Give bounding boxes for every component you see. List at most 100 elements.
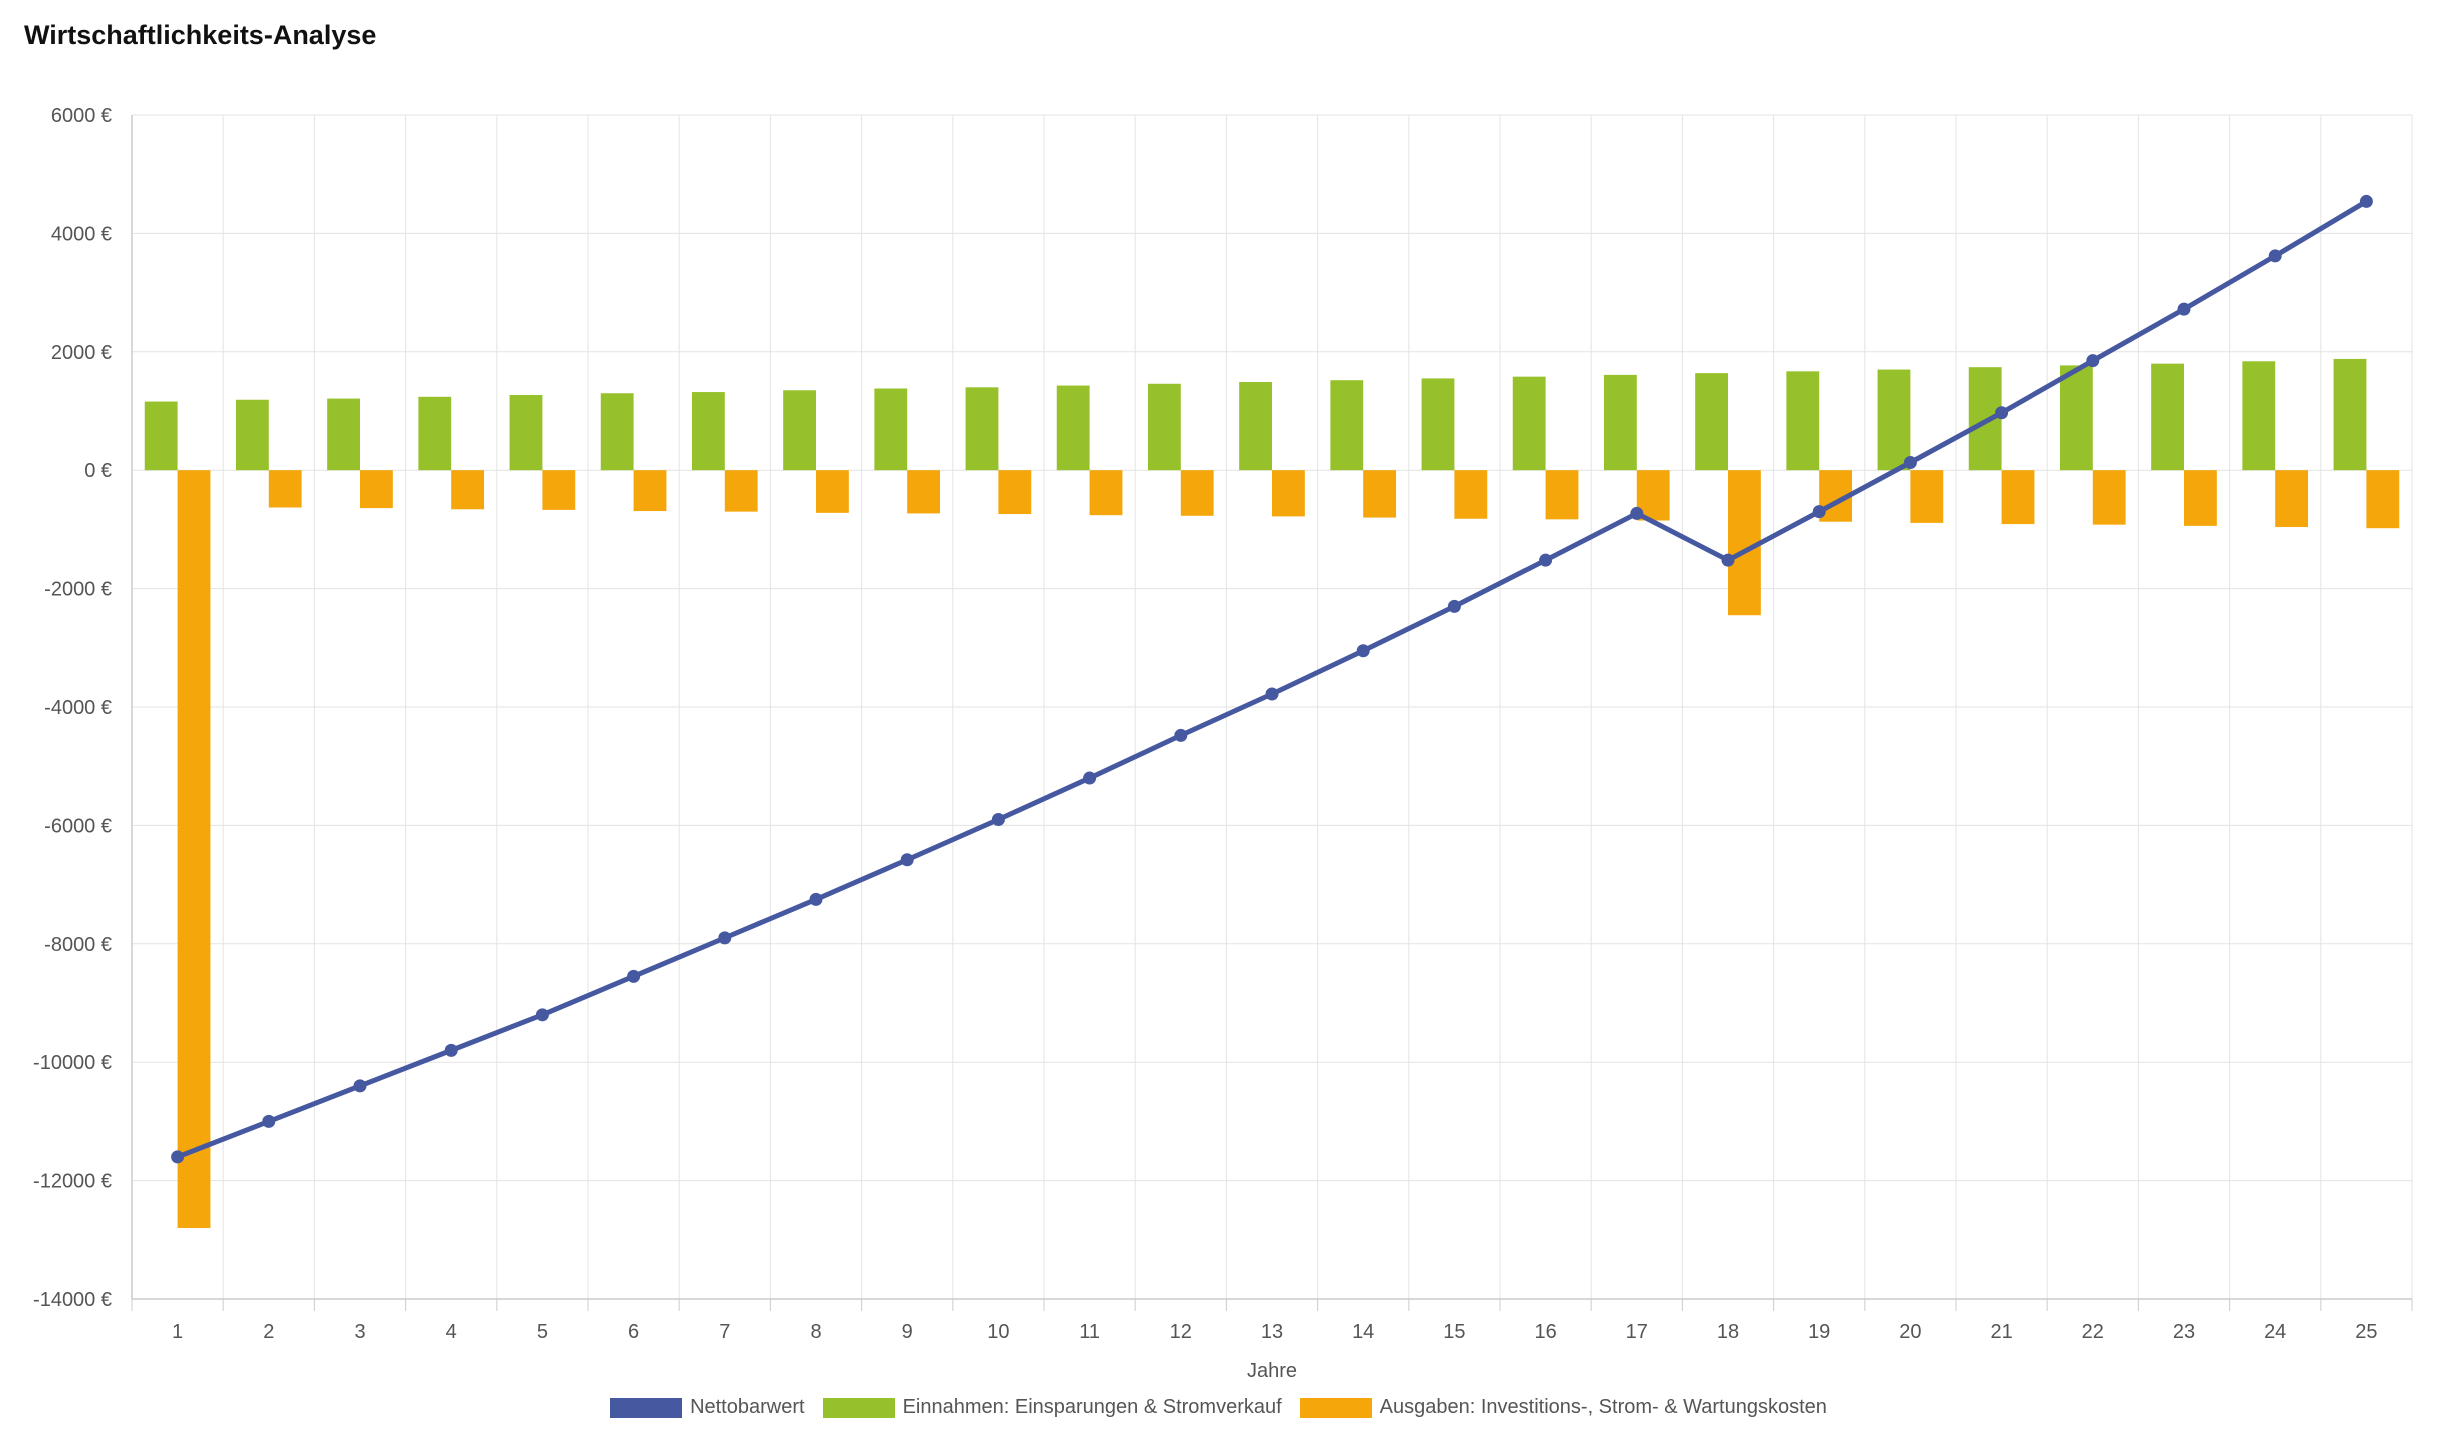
x-tick-label: 18: [1717, 1321, 1739, 1343]
expense-bar: [1089, 470, 1123, 516]
npv-point: [1265, 687, 1279, 701]
npv-point: [171, 1150, 185, 1164]
x-tick-label: 7: [719, 1321, 730, 1343]
expense-bar: [1363, 470, 1397, 518]
x-tick-label: 25: [2355, 1321, 2377, 1343]
expense-bar: [2366, 470, 2400, 529]
income-bar: [600, 393, 634, 471]
npv-point: [1447, 599, 1461, 613]
x-tick-label: 8: [810, 1321, 821, 1343]
income-bar: [874, 388, 908, 471]
expense-bar: [816, 470, 849, 513]
x-tick-label: 21: [1990, 1321, 2012, 1343]
income-bar: [1330, 380, 1364, 471]
y-tick-label: 6000 €: [51, 105, 112, 127]
npv-point: [809, 892, 823, 906]
x-tick-label: 16: [1534, 1321, 1556, 1343]
income-bar: [2333, 358, 2367, 471]
y-tick-label: -8000 €: [44, 934, 112, 956]
npv-point: [900, 853, 914, 867]
x-tick-label: 4: [446, 1321, 457, 1343]
y-tick-label: -12000 €: [33, 1171, 112, 1193]
x-tick-label: 1: [172, 1321, 183, 1343]
x-tick-label: 5: [537, 1321, 548, 1343]
expense-bar: [542, 470, 576, 510]
y-tick-label: -2000 €: [44, 579, 112, 601]
y-tick-label: -14000 €: [33, 1289, 112, 1311]
expense-bar: [268, 470, 302, 508]
income-bar: [235, 399, 269, 471]
x-tick-label: 23: [2173, 1321, 2195, 1343]
income-bar: [1056, 385, 1090, 471]
legend-item[interactable]: Ausgaben: Investitions-, Strom- & Wartun…: [1299, 1396, 1827, 1419]
x-tick-label: 2: [263, 1321, 274, 1343]
x-axis-title: Jahre: [1247, 1360, 1297, 1382]
npv-point: [1356, 644, 1370, 658]
x-tick-label: 11: [1079, 1321, 1100, 1343]
expense-bar: [724, 470, 758, 512]
legend-label: Einnahmen: Einsparungen & Stromverkauf: [902, 1396, 1282, 1418]
income-bar: [1421, 378, 1455, 471]
income-bar: [2151, 363, 2184, 471]
x-tick-label: 22: [2082, 1321, 2104, 1343]
expense-bar: [998, 470, 1032, 515]
npv-point: [1995, 406, 2009, 420]
income-bar: [1239, 381, 1272, 471]
x-tick-label: 17: [1626, 1321, 1648, 1343]
income-bar: [1968, 367, 2002, 471]
income-bar: [1786, 371, 1820, 471]
legend-item[interactable]: Einnahmen: Einsparungen & Stromverkauf: [822, 1396, 1282, 1419]
income-bar: [144, 401, 178, 471]
expense-bar: [451, 470, 485, 510]
income-bar: [509, 395, 543, 471]
y-tick-label: -6000 €: [44, 815, 112, 837]
income-bar: [1877, 369, 1911, 471]
npv-point: [991, 812, 1005, 826]
expense-bar: [1272, 470, 1305, 517]
npv-point: [2359, 194, 2373, 208]
legend-label: Ausgaben: Investitions-, Strom- & Wartun…: [1379, 1396, 1827, 1418]
expense-bar: [1454, 470, 1488, 519]
x-tick-label: 3: [354, 1321, 365, 1343]
legend-swatch: [822, 1397, 895, 1418]
y-tick-label: -4000 €: [44, 697, 112, 719]
x-tick-label: 14: [1352, 1321, 1374, 1343]
npv-point: [1630, 506, 1644, 520]
chart-title: Wirtschaftlichkeits-Analyse: [24, 20, 377, 50]
npv-point: [1903, 456, 1917, 470]
npv-point: [627, 969, 641, 983]
x-tick-label: 10: [987, 1321, 1009, 1343]
chart-legend: Nettobarwert Einnahmen: Einsparungen & St…: [0, 1396, 2437, 1419]
legend-item[interactable]: Nettobarwert: [610, 1396, 805, 1419]
expense-bar: [360, 470, 393, 509]
npv-point: [262, 1114, 276, 1128]
income-bar: [1147, 383, 1181, 471]
expense-bar: [2184, 470, 2217, 526]
x-tick-label: 19: [1808, 1321, 1830, 1343]
npv-point: [1812, 505, 1826, 519]
npv-point: [2086, 354, 2100, 368]
y-tick-label: 4000 €: [51, 223, 112, 245]
npv-point: [1174, 728, 1188, 742]
income-bar: [1695, 373, 1728, 471]
y-tick-label: 2000 €: [51, 342, 112, 364]
expense-bar: [2092, 470, 2126, 525]
expense-bar: [2001, 470, 2035, 525]
x-tick-label: 13: [1261, 1321, 1283, 1343]
x-tick-label: 20: [1899, 1321, 1921, 1343]
expense-bar: [1910, 470, 1944, 523]
expense-bar: [1545, 470, 1579, 520]
income-bar: [691, 392, 725, 471]
expense-bar: [633, 470, 667, 512]
expense-bar: [1728, 470, 1761, 616]
x-tick-label: 15: [1443, 1321, 1465, 1343]
x-tick-label: 9: [902, 1321, 913, 1343]
income-bar: [327, 398, 360, 471]
legend-label: Nettobarwert: [690, 1396, 805, 1418]
income-bar: [2059, 365, 2093, 471]
npv-point: [1539, 553, 1553, 567]
expense-bar: [2275, 470, 2309, 528]
legend-swatch: [610, 1397, 683, 1418]
